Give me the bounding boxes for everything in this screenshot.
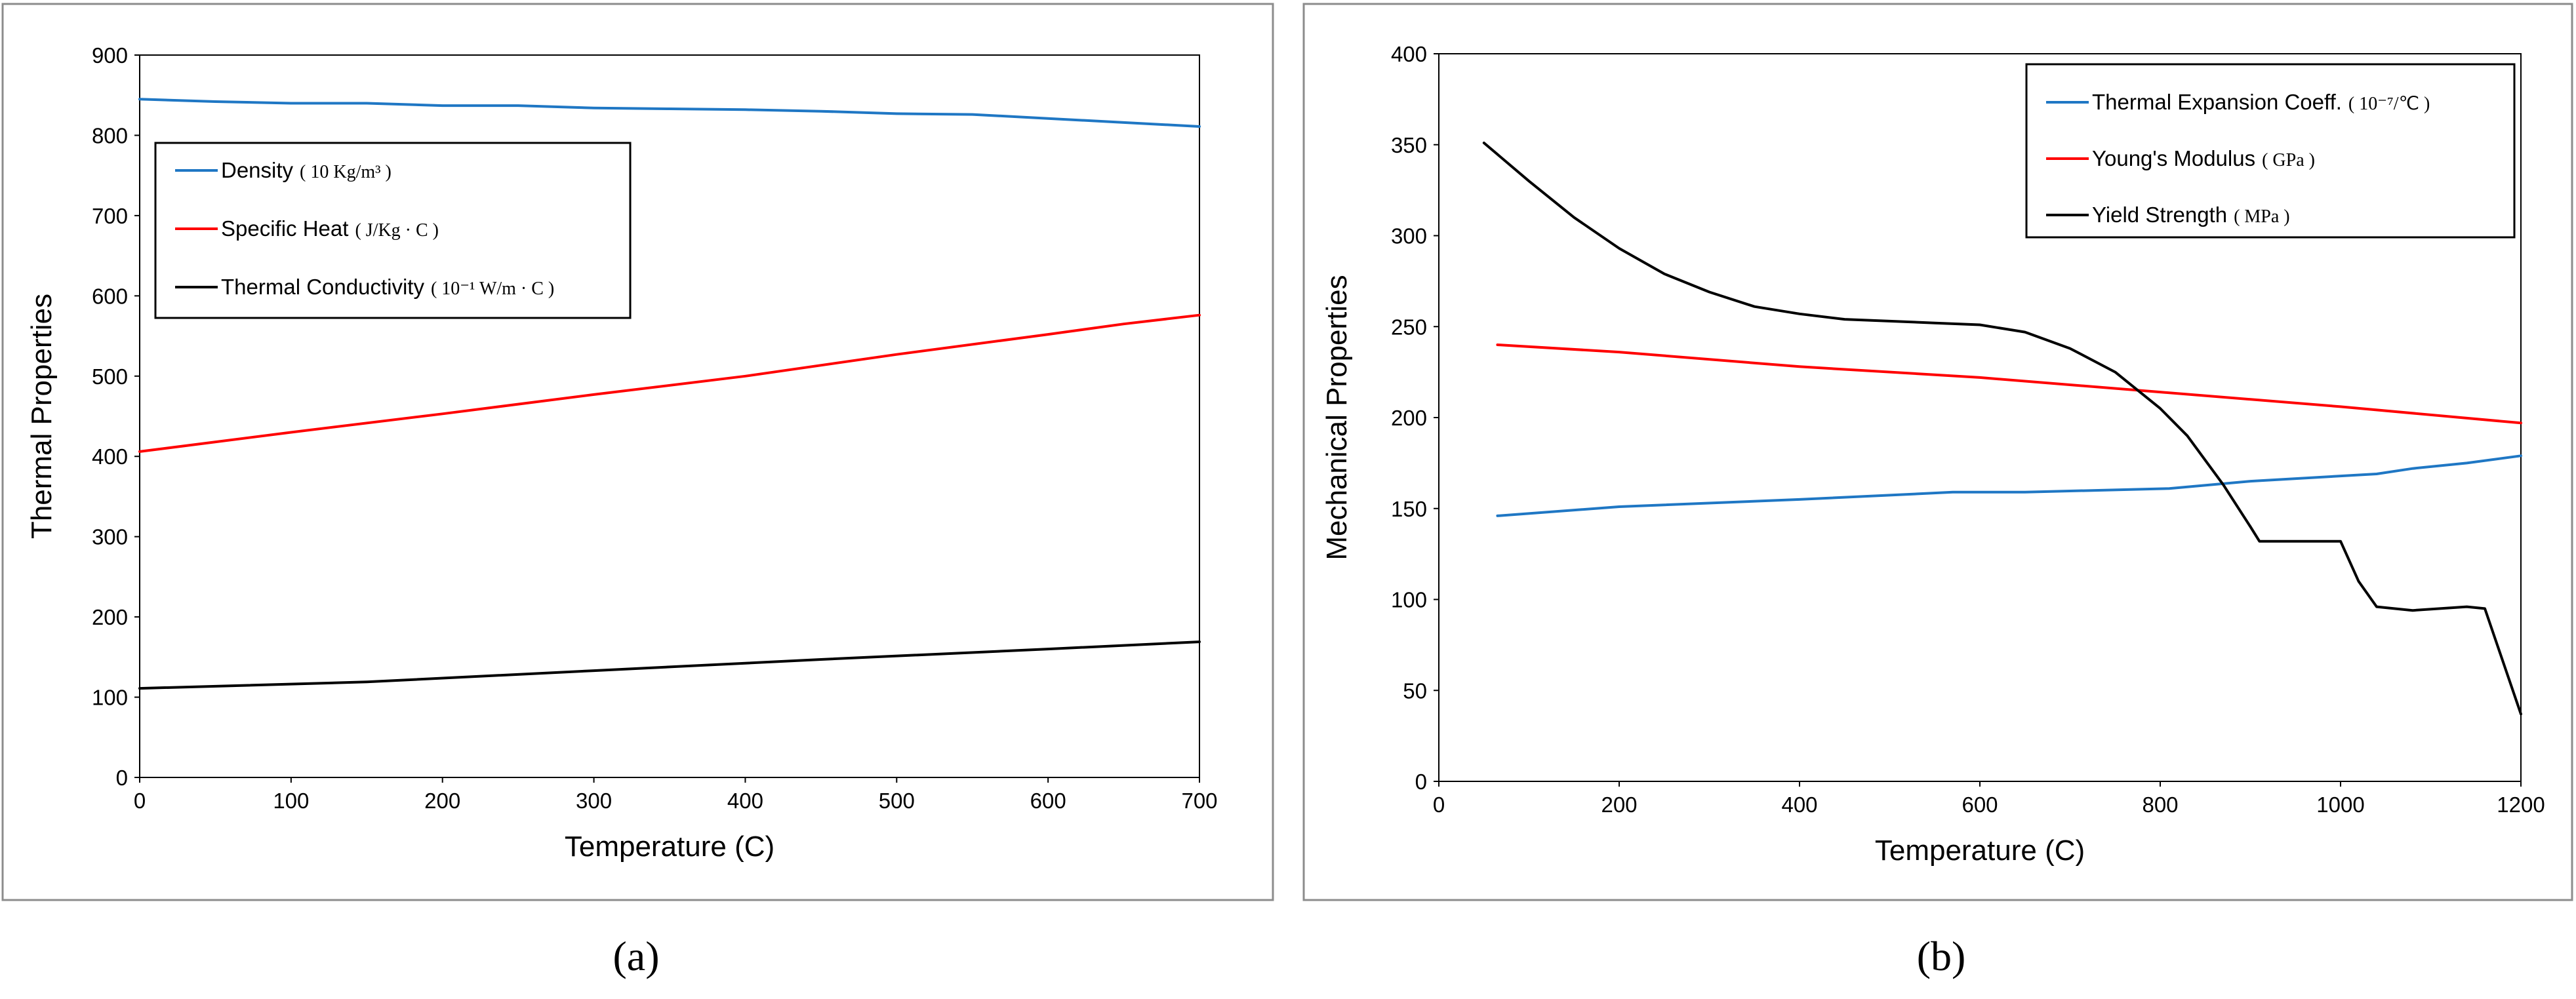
x-tick-label: 800 bbox=[2142, 793, 2178, 817]
legend-entry-name: Density bbox=[221, 158, 294, 182]
series-line-2 bbox=[138, 313, 1201, 453]
legend-entry-unit: ( 10⁻¹ W/m · C ) bbox=[431, 279, 554, 299]
y-tick-label: 150 bbox=[1391, 497, 1427, 521]
legend-entry-unit: ( 10⁻⁷/℃ ) bbox=[2348, 94, 2430, 114]
panel-label-b: (b) bbox=[1917, 933, 1966, 979]
legend-entry: Young's Modulus ( GPa ) bbox=[2092, 146, 2315, 170]
series-line-2 bbox=[1496, 343, 2522, 425]
plot-area bbox=[139, 54, 1200, 778]
legend-entry-name: Thermal Expansion Coeff. bbox=[2092, 90, 2342, 114]
legend-box bbox=[2025, 63, 2516, 239]
y-tick-label: 300 bbox=[92, 525, 128, 549]
y-tick-label: 300 bbox=[1391, 224, 1427, 248]
x-tick-label: 700 bbox=[1181, 789, 1217, 813]
legend-entry: Thermal Expansion Coeff. ( 10⁻⁷/℃ ) bbox=[2092, 90, 2430, 114]
legend-entry-unit: ( MPa ) bbox=[2234, 206, 2290, 227]
x-axis-label: Temperature (C) bbox=[1875, 834, 2085, 867]
mechanical-properties-chart: 0 200 400 600 800 1000 1200 0 50 100 150 200 250 300 3… bbox=[1321, 42, 2545, 867]
x-tick-label: 200 bbox=[424, 789, 460, 813]
series-line-1 bbox=[1496, 454, 2522, 517]
y-tick-label: 250 bbox=[1391, 315, 1427, 339]
y-tick-label: 50 bbox=[1403, 678, 1427, 703]
legend-entry-unit: ( GPa ) bbox=[2262, 150, 2315, 170]
x-tick-label: 1200 bbox=[2497, 793, 2545, 817]
legend-entry-name: Yield Strength bbox=[2092, 203, 2227, 227]
series-line-1 bbox=[138, 98, 1201, 128]
y-tick-label: 400 bbox=[92, 444, 128, 469]
y-tick-label: 500 bbox=[92, 364, 128, 389]
legend-entry-name: Specific Heat bbox=[221, 216, 348, 241]
x-axis-label: Temperature (C) bbox=[565, 831, 775, 863]
legend-entry-name: Thermal Conductivity bbox=[221, 275, 424, 299]
panel-a-frame bbox=[1, 3, 1274, 901]
y-tick-label: 100 bbox=[92, 686, 128, 710]
x-tick-label: 1000 bbox=[2316, 793, 2364, 817]
x-tick-label: 400 bbox=[727, 789, 763, 813]
y-tick-label: 400 bbox=[1391, 42, 1427, 66]
y-tick-label: 200 bbox=[1391, 406, 1427, 430]
y-axis-label: Mechanical Properties bbox=[1321, 275, 1353, 560]
y-tick-label: 200 bbox=[92, 605, 128, 629]
y-tick-label: 0 bbox=[116, 766, 128, 790]
y-tick-label: 0 bbox=[1415, 770, 1427, 794]
x-tick-label: 500 bbox=[879, 789, 915, 813]
legend-box bbox=[154, 142, 632, 319]
y-tick-label: 600 bbox=[92, 284, 128, 308]
x-tick-label: 0 bbox=[1433, 793, 1445, 817]
x-tick-label: 300 bbox=[576, 789, 612, 813]
x-tick-label: 100 bbox=[273, 789, 309, 813]
panel-label-a: (a) bbox=[613, 933, 659, 979]
x-tick-label: 200 bbox=[1601, 793, 1637, 817]
legend-entry-unit: ( J/Kg · C ) bbox=[355, 220, 439, 241]
series-line-3 bbox=[1482, 142, 2522, 716]
y-axis-label: Thermal Properties bbox=[26, 294, 58, 539]
x-tick-label: 0 bbox=[134, 789, 146, 813]
y-tick-label: 800 bbox=[92, 123, 128, 147]
legend-entry: Yield Strength ( MPa ) bbox=[2092, 203, 2290, 227]
y-tick-label: 100 bbox=[1391, 588, 1427, 612]
panel-b-frame bbox=[1302, 3, 2573, 901]
legend-entry: Specific Heat ( J/Kg · C ) bbox=[221, 216, 439, 241]
x-tick-label: 600 bbox=[1962, 793, 1998, 817]
x-tick-label: 400 bbox=[1781, 793, 1817, 817]
legend-entry: Thermal Conductivity ( 10⁻¹ W/m · C ) bbox=[221, 275, 554, 299]
legend-entry-unit: ( 10 Kg/m³ ) bbox=[300, 162, 392, 182]
y-tick-label: 700 bbox=[92, 204, 128, 228]
y-tick-label: 350 bbox=[1391, 133, 1427, 157]
legend-entry: Density ( 10 Kg/m³ ) bbox=[221, 158, 392, 182]
y-tick-label: 900 bbox=[92, 43, 128, 68]
thermal-properties-chart: 0 100 200 300 400 500 600 700 0 100 200 300 400 500 60… bbox=[26, 43, 1218, 863]
legend-entry-name: Young's Modulus bbox=[2092, 146, 2255, 170]
x-tick-label: 600 bbox=[1030, 789, 1066, 813]
series-line-3 bbox=[138, 640, 1201, 690]
